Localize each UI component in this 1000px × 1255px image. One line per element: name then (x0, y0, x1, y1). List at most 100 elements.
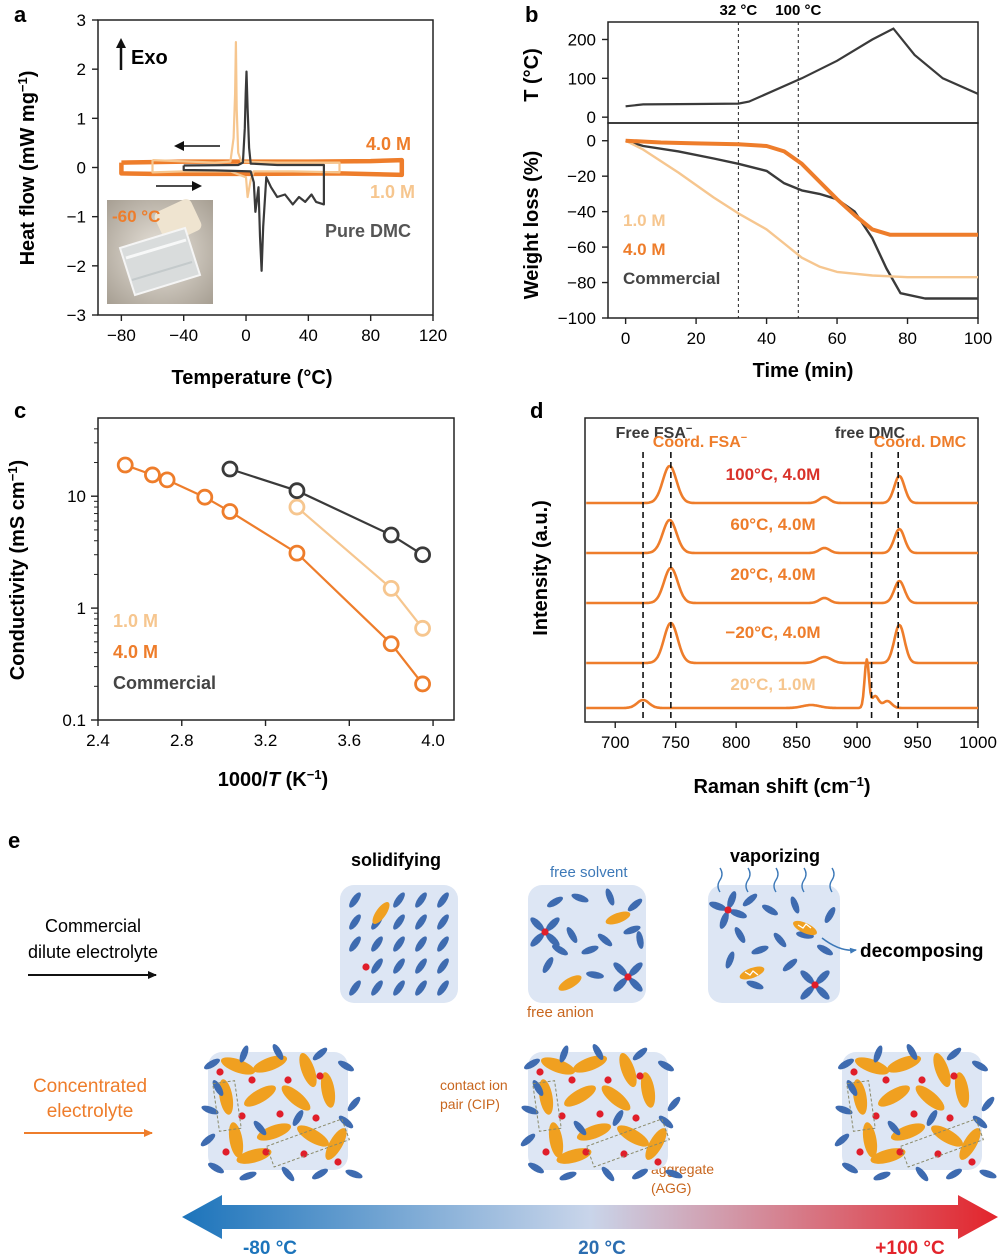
anion-molecule (576, 1123, 612, 1141)
solvent-molecule (521, 1105, 539, 1115)
li-ion (248, 1076, 256, 1084)
solvent-molecule (349, 980, 361, 996)
anion-molecule (228, 1122, 244, 1158)
c-data-point (196, 488, 214, 506)
li-ion (896, 1148, 904, 1156)
vapor-squiggles (717, 867, 835, 893)
b-xlabel: Time (min) (753, 360, 854, 382)
c-data-point (382, 526, 400, 544)
solvent-molecule (972, 1060, 988, 1072)
d-vline-label-text: Free FSA (616, 425, 687, 442)
li-ion (968, 1158, 976, 1166)
solvent-molecule (559, 1171, 577, 1181)
solvent-molecule (623, 925, 641, 935)
solvent-molecule (253, 1120, 267, 1136)
raman-plot: 700 750 800 850 900 950 1000 100°C, 4.0M 60°C, 4… (584, 417, 997, 752)
solvent-molecule (628, 962, 643, 977)
panel-c-conductivity: c 2.4 2.8 3.2 3.6 4.0 0.1 1 10 1000/T (K−1) Con… (5, 398, 455, 791)
solvent-molecule (628, 977, 643, 992)
d-xtick-label: 800 (722, 733, 750, 752)
solvent-molecule (636, 931, 644, 949)
li-ion (284, 1076, 292, 1084)
temp-mid-label: 20 °C (578, 1238, 626, 1255)
cip-outline (532, 1080, 562, 1132)
d-xtick-label: 900 (843, 733, 871, 752)
cip-label-line2: pair (CIP) (440, 1096, 500, 1112)
solvent-molecule (790, 896, 800, 914)
solvent-molecule (632, 1168, 648, 1180)
d-xtick-label: 950 (903, 733, 931, 752)
c-xtick-label: 3.2 (254, 731, 278, 750)
anion-molecule (886, 1055, 922, 1073)
solvent-molecule (762, 904, 778, 916)
d-ylabel: Intensity (a.u.) (530, 500, 552, 636)
cip-outline (212, 1080, 242, 1132)
solvent-molecule (838, 1058, 854, 1070)
b-weight-line (625, 139, 978, 279)
anion-molecule (564, 1085, 596, 1107)
solvent-molecule (292, 1110, 304, 1126)
decompose-spark-icon (744, 970, 759, 976)
agg-outline (586, 1118, 670, 1168)
b-ytick-bottom-label: −20 (567, 167, 596, 186)
anion-molecule (854, 1057, 890, 1075)
b-ytick-bottom-label: −40 (567, 203, 596, 222)
c-legend-commercial: Commercial (113, 673, 216, 693)
a-ytick-label: 0 (77, 159, 86, 178)
solvent-molecule (632, 1047, 648, 1061)
d-xtick-label: 1000 (959, 733, 997, 752)
cooling-arrow-head (174, 141, 184, 151)
li-ion (811, 981, 819, 989)
anion-molecule (299, 1052, 317, 1088)
anion-molecule (878, 1085, 910, 1107)
a-xtick-label: −80 (107, 326, 136, 345)
solvent-molecule (926, 1110, 938, 1126)
c-ytick-label: 10 (67, 487, 86, 506)
exo-arrow-head (116, 38, 126, 48)
row1-label-line1: Commercial (45, 916, 141, 936)
solvent-molecule (437, 958, 449, 974)
anion-molecule (852, 1079, 868, 1115)
b-ylabel-top: T (°C) (521, 48, 543, 102)
d-vline-label-text: Coord. FSA (653, 434, 741, 451)
conductivity-plot: 2.4 2.8 3.2 3.6 4.0 0.1 1 10 (62, 417, 455, 750)
b-legend-1M: 1.0 M (623, 211, 666, 230)
d-vline-label-text: free DMC (835, 425, 906, 442)
solvent-molecule (393, 936, 405, 952)
anion-molecule (548, 1122, 564, 1158)
anion-molecule (220, 1057, 256, 1075)
solvent-molecule (612, 1110, 624, 1126)
d-spectrum-label: −20°C, 4.0M (725, 623, 820, 642)
b-xtick-label: 40 (757, 329, 776, 348)
c-data-point (221, 460, 239, 478)
li-ion (238, 1112, 246, 1120)
anion-molecule (218, 1079, 234, 1115)
cip-label-line1: contact ion (440, 1077, 508, 1093)
solvent-molecule (573, 1120, 587, 1136)
solvent-molecule (873, 1045, 883, 1063)
solvent-molecule (393, 892, 405, 908)
b-vline-label: 100 °C (775, 2, 821, 19)
solvent-molecule (415, 958, 427, 974)
solvent-molecule (239, 1171, 257, 1181)
solvent-molecule (312, 1047, 328, 1061)
solvent-molecule (393, 958, 405, 974)
anion-molecule (372, 901, 390, 925)
label-pure-dmc: Pure DMC (325, 221, 411, 241)
anion-molecule (601, 1085, 631, 1111)
solvent-molecule (782, 958, 798, 972)
solvent-molecule (979, 1169, 997, 1179)
solvent-molecule (552, 944, 568, 956)
solvent-molecule (415, 980, 427, 996)
solvent-molecule (415, 914, 427, 930)
solvent-molecule (605, 888, 615, 906)
agg-label-line2: (AGG) (651, 1180, 691, 1196)
li-ion (312, 1114, 320, 1122)
anion-molecule (281, 1085, 311, 1111)
solvent-molecule (981, 1096, 995, 1112)
b-xtick-label: 60 (828, 329, 847, 348)
a-ytick-label: −2 (67, 257, 86, 276)
decomposing-arrow (821, 937, 857, 954)
li-ion (872, 1112, 880, 1120)
c-data-point (382, 635, 400, 653)
